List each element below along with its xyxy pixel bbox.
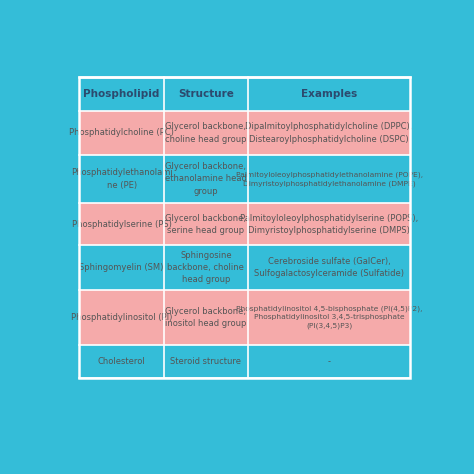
Bar <box>80 155 164 203</box>
Text: Palmitoyloleoylphosphatidylserine (POPS),
Dimyristoylphosphatidylserine (DMPS): Palmitoyloleoylphosphatidylserine (POPS)… <box>240 213 418 235</box>
Text: Phosphatidylcholine (PC): Phosphatidylcholine (PC) <box>69 128 174 137</box>
Text: Sphingosine
backbone, choline
head group: Sphingosine backbone, choline head group <box>167 251 245 284</box>
Text: Cholesterol: Cholesterol <box>98 356 146 365</box>
Text: Glycerol backbone,
ethanolamine head
group: Glycerol backbone, ethanolamine head gro… <box>165 162 247 196</box>
Text: Glycerol backbone,
inositol head group: Glycerol backbone, inositol head group <box>165 307 246 328</box>
Text: Phosphatidylinositol 4,5-bisphosphate (PI(4,5)P2),
Phosphatidylinositol 3,4,5-tr: Phosphatidylinositol 4,5-bisphosphate (P… <box>236 306 422 329</box>
Bar <box>164 111 248 155</box>
Text: Phosphatidylserine (PS): Phosphatidylserine (PS) <box>72 219 172 228</box>
Bar <box>80 345 164 378</box>
Bar <box>248 345 410 378</box>
Bar <box>80 77 410 378</box>
Bar <box>164 245 248 290</box>
Bar <box>248 245 410 290</box>
Bar <box>164 203 248 245</box>
Text: Examples: Examples <box>301 89 357 99</box>
Text: Phospholipid: Phospholipid <box>83 89 160 99</box>
Text: Palmitoyloleoylphosphatidylethanolamine (POPE),
Dimyristoylphosphatidylethanolam: Palmitoyloleoylphosphatidylethanolamine … <box>236 171 423 187</box>
Text: Cerebroside sulfate (GalCer),
Sulfogalactosylceramide (Sulfatide): Cerebroside sulfate (GalCer), Sulfogalac… <box>254 257 404 278</box>
Text: Glycerol backbone,
choline head group: Glycerol backbone, choline head group <box>165 122 246 144</box>
Bar <box>248 290 410 345</box>
Text: Phosphatidylethanolami
ne (PE): Phosphatidylethanolami ne (PE) <box>71 168 173 190</box>
Text: Steroid structure: Steroid structure <box>171 356 241 365</box>
Bar <box>80 77 410 111</box>
Bar <box>164 155 248 203</box>
Bar <box>80 245 164 290</box>
Text: Dipalmitoylphosphatidylcholine (DPPC),
Distearoylphosphatidylcholine (DSPC): Dipalmitoylphosphatidylcholine (DPPC), D… <box>246 122 413 144</box>
Bar <box>248 203 410 245</box>
Text: Structure: Structure <box>178 89 234 99</box>
Text: Phosphatidylinositol (PI): Phosphatidylinositol (PI) <box>71 313 172 322</box>
Bar <box>80 290 164 345</box>
Bar <box>164 345 248 378</box>
Bar <box>80 111 164 155</box>
Text: Glycerol backbone,
serine head group: Glycerol backbone, serine head group <box>165 213 246 235</box>
Bar <box>248 111 410 155</box>
Bar <box>164 290 248 345</box>
Bar <box>80 203 164 245</box>
Bar <box>248 155 410 203</box>
Text: -: - <box>328 356 330 365</box>
Text: Sphingomyelin (SM): Sphingomyelin (SM) <box>80 263 164 272</box>
